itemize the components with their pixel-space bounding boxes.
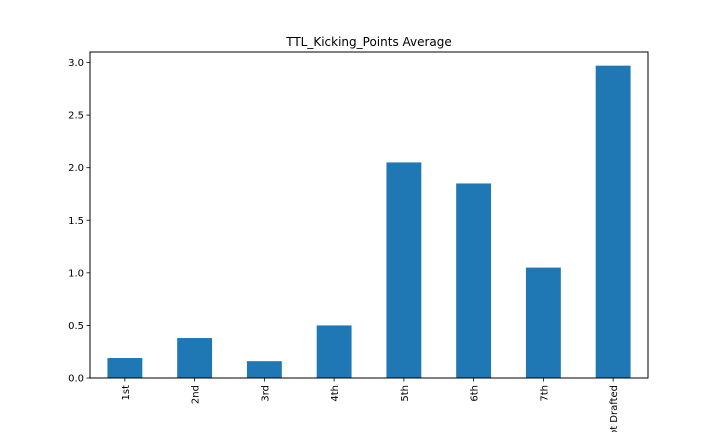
bar-7th [525, 267, 561, 378]
y-tick-label: 1.5 [68, 216, 84, 227]
x-tick-label: 1st [121, 385, 132, 401]
bar-5th [386, 162, 422, 378]
bars [107, 65, 631, 379]
x-tick-label: 6th [470, 385, 481, 402]
x-tick-label: Not Drafted [609, 385, 620, 432]
bar-2nd [177, 338, 213, 378]
y-tick-label: 3.0 [68, 58, 84, 69]
x-tick-label: 7th [539, 385, 550, 402]
bar-3rd [246, 361, 282, 378]
y-tick-label: 1.0 [68, 268, 84, 279]
plot-area: 0.0 0.5 1.0 1.5 2.0 2.5 3.0 1st 2nd 3rd 4th 5th 6th… [68, 51, 649, 432]
y-tick-label: 2.5 [68, 111, 84, 122]
x-tick-label: 2nd [191, 385, 202, 404]
x-axis: 1st 2nd 3rd 4th 5th 6th 7th Not Drafted [121, 378, 620, 432]
x-tick-label: 5th [400, 385, 411, 402]
bar-1st [107, 358, 143, 378]
y-axis: 0.0 0.5 1.0 1.5 2.0 2.5 3.0 [68, 58, 90, 385]
y-tick-label: 2.0 [68, 163, 84, 174]
y-tick-label: 0.0 [68, 374, 84, 385]
bar-6th [456, 183, 492, 378]
bar-4th [316, 325, 352, 378]
x-tick-label: 4th [330, 385, 341, 402]
plot-frame [89, 51, 649, 379]
x-tick-label: 3rd [260, 385, 271, 402]
y-tick-label: 0.5 [68, 321, 84, 332]
bar-not-drafted [595, 65, 631, 379]
chart-title: TTL_Kicking_Points Average [285, 35, 452, 49]
plot-background [90, 52, 648, 378]
